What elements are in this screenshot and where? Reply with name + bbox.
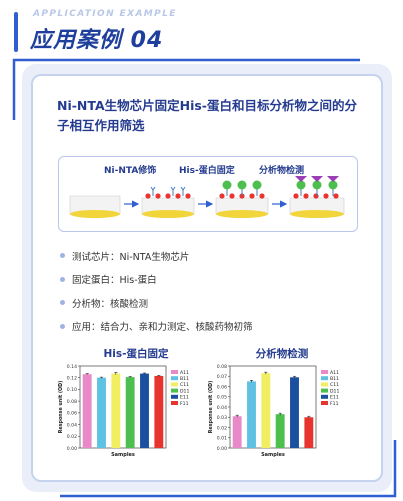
header-accent-bar xyxy=(14,12,18,52)
legend-swatch-b11 xyxy=(171,376,178,381)
bar-e11 xyxy=(290,377,299,448)
legend-label-a11: A11 xyxy=(330,370,339,376)
list-item: 应用：结合力、亲和力测定、核酸药物初筛 xyxy=(60,315,360,339)
legend-swatch-e11 xyxy=(171,394,178,399)
legend-swatch-a11 xyxy=(321,370,328,374)
step-label-analyte: 分析物检测 xyxy=(259,166,305,176)
y-tick-label: 0.06 xyxy=(67,411,77,417)
bar-b11 xyxy=(247,381,256,448)
y-tick-label: 0.07 xyxy=(217,374,227,380)
y-tick-label: 0.04 xyxy=(217,405,227,411)
plot-frame xyxy=(79,365,167,449)
legend-swatch-f11 xyxy=(171,401,178,405)
header-subtitle: APPLICATION EXAMPLE xyxy=(33,9,177,19)
bar-f11 xyxy=(304,417,314,448)
legend-swatch-e11 xyxy=(321,394,328,399)
legend-label-a11: A11 xyxy=(180,370,189,376)
chip-his-protein xyxy=(215,180,269,218)
y-tick-label: 0.02 xyxy=(217,425,227,431)
legend-label-c11: C11 xyxy=(330,382,339,388)
plot-frame xyxy=(229,365,317,449)
y-tick-label: 0.03 xyxy=(217,415,227,421)
y-axis-label: Response unit (OD) xyxy=(58,381,64,434)
y-axis-label: Response unit (OD) xyxy=(208,381,214,434)
page-header: APPLICATION EXAMPLE 应用案例 04 xyxy=(0,0,403,62)
y-tick-label: 0.00 xyxy=(67,446,77,452)
bar-e11 xyxy=(140,373,149,448)
list-item: 测试芯片：Ni-NTA生物芯片 xyxy=(60,244,360,268)
y-tick-label: 0.01 xyxy=(217,436,227,442)
page-title: 应用案例 04 xyxy=(30,28,164,53)
legend-label-b11: B11 xyxy=(330,376,339,382)
legend-label-f11: F11 xyxy=(330,401,339,407)
process-illustration xyxy=(69,176,345,218)
y-tick-label: 0.05 xyxy=(217,395,227,401)
legend-label-e11: E11 xyxy=(330,395,339,401)
chip-ni-nta xyxy=(141,186,195,218)
step-label-his-protein: His-蛋白固定 xyxy=(179,166,235,176)
bar-d11 xyxy=(275,414,285,448)
chip-bare xyxy=(69,195,121,218)
legend-label-f11: F11 xyxy=(180,401,189,407)
y-tick-label: 0.10 xyxy=(67,387,77,393)
y-tick-label: 0.14 xyxy=(67,364,77,370)
y-tick-label: 0.00 xyxy=(217,446,227,452)
legend-swatch-d11 xyxy=(171,388,178,393)
section-title: Ni-NTA生物芯片固定His-蛋白和目标分析物之间的分子相互作用筛选 xyxy=(57,98,358,133)
y-tick-label: 0.08 xyxy=(217,364,227,370)
legend-swatch-d11 xyxy=(321,388,328,393)
bar-a11 xyxy=(232,416,242,448)
legend-label-b11: B11 xyxy=(180,376,189,382)
bar-b11 xyxy=(97,377,106,448)
list-item: 分析物：核酸检测 xyxy=(60,291,360,315)
y-tick-label: 0.12 xyxy=(67,376,77,382)
y-tick-label: 0.02 xyxy=(67,434,77,440)
y-tick-label: 0.08 xyxy=(67,399,77,405)
chart-title-his-protein: His-蛋白固定 xyxy=(103,348,169,360)
bullet-dot-icon xyxy=(60,323,65,329)
x-axis-label: Samples xyxy=(261,452,285,458)
chip-analyte xyxy=(289,176,345,218)
list-item: 固定蛋白：His-蛋白 xyxy=(60,268,360,292)
legend-swatch-a11 xyxy=(171,370,178,374)
bullet-dot-icon xyxy=(60,253,65,259)
bar-f11 xyxy=(154,375,164,448)
legend-label-c11: C11 xyxy=(180,382,189,388)
y-tick-label: 0.04 xyxy=(67,422,77,428)
legend-swatch-f11 xyxy=(321,401,328,405)
legend-swatch-c11 xyxy=(171,382,178,387)
step-label-ni-nta: Ni-NTA修饰 xyxy=(104,166,157,176)
bullet-dot-icon xyxy=(60,300,65,306)
legend-label-e11: E11 xyxy=(180,395,189,401)
bullet-dot-icon xyxy=(60,276,65,282)
legend-label-d11: D11 xyxy=(330,388,339,394)
y-tick-label: 0.06 xyxy=(217,384,227,390)
legend-swatch-b11 xyxy=(321,376,328,381)
bar-c11 xyxy=(111,373,121,448)
chart-analyte: 0.00 0.01 0.02 0.03 0.04 0.05 0.06 0.07 0.08 Resp… xyxy=(208,364,339,458)
legend-label-d11: D11 xyxy=(180,388,189,394)
legend-swatch-c11 xyxy=(321,382,328,387)
chart-his-protein: 0.00 0.02 0.04 0.06 0.08 0.10 0.12 0.14 Response… xyxy=(58,364,189,458)
bar-a11 xyxy=(82,374,92,448)
bar-c11 xyxy=(261,373,271,448)
x-axis-label: Samples xyxy=(111,452,135,458)
bar-d11 xyxy=(125,377,135,448)
process-diagram xyxy=(58,156,358,232)
chart-title-analyte: 分析物检测 xyxy=(255,348,309,360)
spec-list: 测试芯片：Ni-NTA生物芯片 固定蛋白：His-蛋白 分析物：核酸检测 应用：… xyxy=(60,244,360,338)
